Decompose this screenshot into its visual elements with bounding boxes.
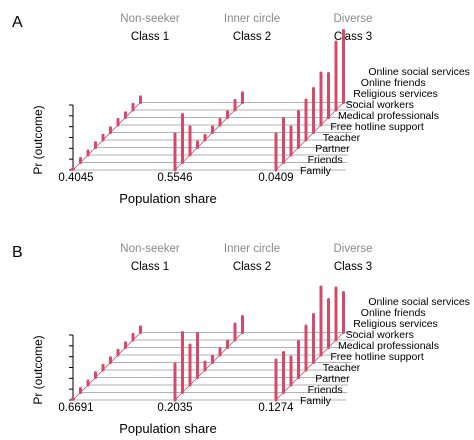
class-diagonal — [72, 102, 141, 171]
category-label: Family — [300, 165, 332, 177]
class-diagonal — [174, 332, 243, 401]
x-axis-label: Population share — [119, 191, 217, 206]
category-label: Family — [300, 395, 332, 407]
category-label: Partner — [315, 373, 350, 385]
category-label: Social workers — [346, 99, 414, 111]
population-share-label: 0.0409 — [258, 172, 293, 184]
class-type-label: Non-seeker — [120, 243, 180, 255]
category-label: Friends — [308, 384, 343, 396]
category-label: Free hotline support — [330, 351, 423, 363]
category-label: Free hotline support — [330, 121, 423, 133]
chart-panel-a: A Pr (outcome) Non-seeker Class 1 0.4045 Inne… — [12, 13, 470, 206]
category-label: Online friends — [361, 77, 426, 89]
y-axis-label: Pr (outcome) — [31, 335, 45, 404]
class-name-label: Class 2 — [233, 31, 271, 43]
category-label: Online friends — [361, 307, 426, 319]
category-label: Social workers — [346, 329, 414, 341]
category-label: Online social services — [368, 66, 470, 78]
class-name-label: Class 2 — [233, 261, 271, 273]
class-diagonal — [72, 332, 141, 401]
class-name-label: Class 3 — [334, 261, 372, 273]
class-diagonal — [275, 332, 344, 401]
category-label: Medical professionals — [338, 340, 439, 352]
population-share-label: 0.4045 — [58, 172, 93, 184]
panel-label: B — [12, 244, 23, 261]
category-label: Partner — [315, 143, 350, 155]
bar-point — [71, 397, 75, 401]
panel-label: A — [12, 14, 23, 31]
category-label: Friends — [308, 154, 343, 166]
class-type-label: Diverse — [334, 243, 373, 255]
class-name-label: Class 1 — [131, 261, 169, 273]
population-share-label: 0.2035 — [157, 402, 192, 414]
category-label: Teacher — [323, 132, 361, 144]
y-axis-label: Pr (outcome) — [31, 105, 45, 174]
class-type-label: Inner circle — [224, 243, 280, 255]
class-type-label: Diverse — [334, 13, 373, 25]
class-diagonal — [275, 102, 344, 171]
class-name-label: Class 1 — [131, 31, 169, 43]
class-name-label: Class 3 — [334, 31, 372, 43]
population-share-label: 0.6691 — [58, 402, 93, 414]
class-type-label: Non-seeker — [120, 13, 180, 25]
x-axis-label: Population share — [119, 421, 217, 436]
category-label: Teacher — [323, 362, 361, 374]
category-label: Religious services — [353, 88, 438, 100]
population-share-label: 0.1274 — [258, 402, 294, 414]
category-label: Religious services — [353, 318, 438, 330]
chart-panel-b: B Pr (outcome) Non-seeker Class 1 0.6691 Inne… — [12, 243, 470, 436]
class-type-label: Inner circle — [224, 13, 280, 25]
category-label: Medical professionals — [338, 110, 439, 122]
category-label: Online social services — [368, 296, 470, 308]
population-share-label: 0.5546 — [157, 172, 192, 184]
class-diagonal — [174, 102, 243, 171]
bar-point — [71, 167, 75, 171]
